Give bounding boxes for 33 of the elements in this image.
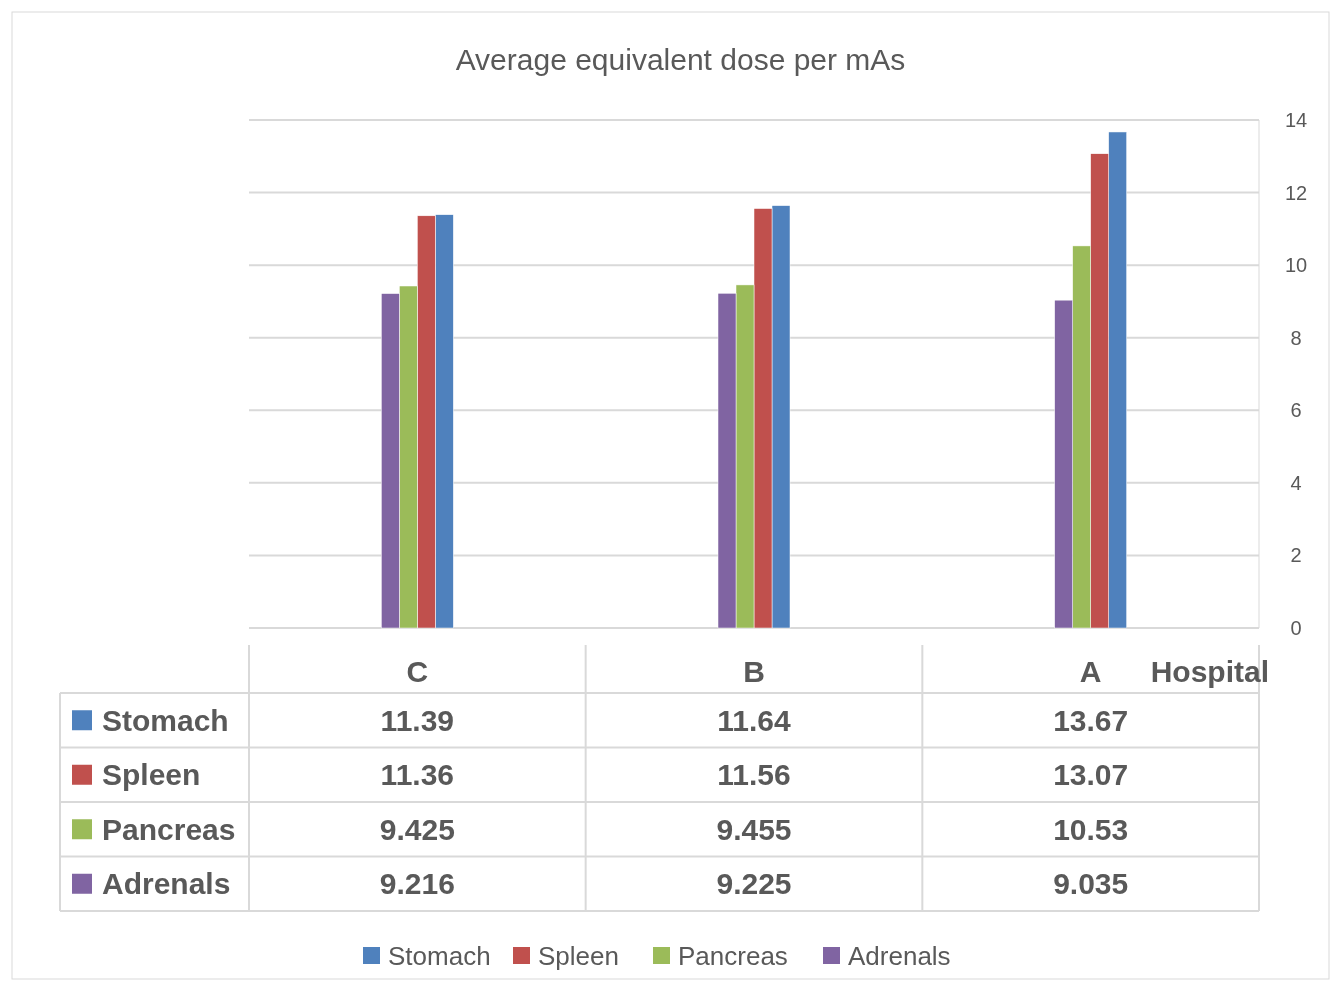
y-tick-label: 2 <box>1290 544 1302 567</box>
data-label: 13.07 <box>1053 758 1129 792</box>
text: Pancreas <box>678 941 788 972</box>
data-label: 11.56 <box>717 758 791 792</box>
data-label: 11.39 <box>380 703 455 737</box>
data-label: 11.36 <box>380 758 455 792</box>
x-tick-label: B <box>743 654 765 688</box>
x-tick-label: C <box>406 654 429 688</box>
y-tick-label: 10 <box>1284 254 1308 277</box>
data-label: 11.64 <box>717 703 792 737</box>
legend-label: Pancreas <box>102 812 236 846</box>
text: Spleen <box>538 941 619 972</box>
y-tick-label: 6 <box>1290 399 1302 422</box>
data-label: 9.216 <box>379 867 455 901</box>
legend-label: Adrenals <box>102 867 231 901</box>
y-tick-label: 8 <box>1290 326 1302 349</box>
data-label: 9.455 <box>716 812 792 846</box>
y-tick-label: 14 <box>1284 109 1308 131</box>
y-tick-label: 12 <box>1284 181 1308 204</box>
data-label: 9.225 <box>716 867 792 901</box>
data-label: 9.425 <box>379 812 455 846</box>
chart-title: Average equivalent dose per mAs <box>455 43 906 76</box>
data-label: 13.67 <box>1053 703 1129 737</box>
text: Stomach <box>388 941 491 972</box>
legend-label: Spleen <box>102 758 201 792</box>
y-tick-label: 0 <box>1290 617 1302 639</box>
x-tick-label: A <box>1079 654 1102 688</box>
y-tick-label: 4 <box>1290 471 1302 494</box>
x-axis-title: Hospital <box>1150 654 1269 688</box>
text: Adrenals <box>848 941 951 972</box>
data-label: 9.035 <box>1053 867 1129 901</box>
data-label: 10.53 <box>1053 812 1129 846</box>
legend-label: Stomach <box>102 703 229 737</box>
